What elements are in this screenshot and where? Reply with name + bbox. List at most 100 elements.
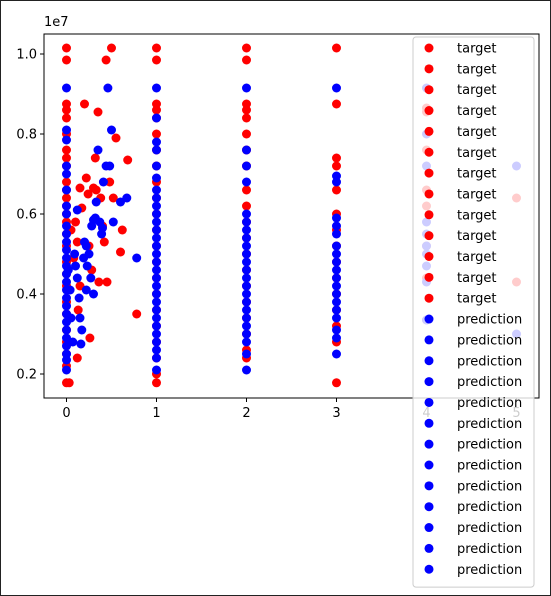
target-point <box>73 305 83 315</box>
target-point <box>83 189 93 199</box>
prediction-point <box>62 169 71 179</box>
target-point <box>242 55 251 65</box>
target-point <box>94 277 104 287</box>
prediction-point <box>152 321 161 331</box>
y-tick-label: 0.4 <box>16 288 37 303</box>
target-point <box>62 113 71 123</box>
prediction-point <box>84 249 94 259</box>
legend-marker <box>424 189 434 199</box>
prediction-point <box>62 293 71 303</box>
legend-label: target <box>457 146 497 161</box>
legend-label: prediction <box>457 354 522 369</box>
prediction-point <box>152 83 161 93</box>
target-point <box>62 55 71 65</box>
legend-marker <box>424 418 434 428</box>
target-point <box>242 105 251 115</box>
legend-label: target <box>457 271 497 286</box>
prediction-point <box>152 345 161 355</box>
prediction-point <box>74 293 84 303</box>
prediction-point <box>62 253 71 263</box>
prediction-point <box>86 273 96 283</box>
prediction-point <box>242 337 251 347</box>
target-point <box>332 43 341 53</box>
y-tick-label: 0.6 <box>16 208 37 223</box>
legend-label: target <box>457 187 497 202</box>
prediction-point <box>242 365 251 375</box>
prediction-point <box>152 329 161 339</box>
target-point <box>93 107 103 117</box>
x-tick-label: 1 <box>152 406 160 421</box>
target-point <box>81 173 91 183</box>
prediction-point <box>152 161 161 171</box>
target-point <box>91 185 101 195</box>
legend-label: prediction <box>457 375 522 390</box>
x-tick-label: 0 <box>62 406 70 421</box>
prediction-point <box>103 83 113 93</box>
target-point <box>62 105 71 115</box>
prediction-point <box>332 349 341 359</box>
legend-marker <box>424 460 434 470</box>
prediction-point <box>332 257 341 267</box>
legend-marker <box>424 106 434 116</box>
prediction-point <box>98 177 108 187</box>
legend-marker <box>424 356 434 366</box>
prediction-point <box>62 135 71 145</box>
prediction-point <box>81 285 91 295</box>
legend-box <box>412 36 535 588</box>
prediction-point <box>62 83 71 93</box>
plot-frame <box>43 33 540 399</box>
target-point <box>90 153 100 163</box>
legend-label: target <box>457 42 497 57</box>
y-scale-label: 1e7 <box>44 15 69 30</box>
target-point <box>64 378 74 388</box>
prediction-point <box>242 225 251 235</box>
prediction-point <box>152 193 161 203</box>
legend-label: prediction <box>457 417 522 432</box>
prediction-point <box>332 229 341 239</box>
prediction-point <box>242 217 251 227</box>
prediction-point <box>66 313 76 323</box>
legend-label: prediction <box>457 459 522 474</box>
prediction-point <box>152 273 161 283</box>
prediction-point <box>332 241 341 251</box>
prediction-point <box>93 145 103 155</box>
prediction-point <box>242 313 251 323</box>
legend-marker <box>424 377 434 387</box>
legend-marker <box>424 335 434 345</box>
prediction-point <box>242 273 251 283</box>
target-point <box>152 129 161 139</box>
prediction-point <box>332 297 341 307</box>
legend-label: target <box>457 104 497 119</box>
prediction-point <box>65 285 75 295</box>
legend-label: target <box>457 83 497 98</box>
prediction-point <box>152 265 161 275</box>
prediction-point <box>242 265 251 275</box>
legend-marker <box>424 43 434 53</box>
prediction-point <box>152 313 161 323</box>
prediction-point <box>242 305 251 315</box>
prediction-point <box>152 241 161 251</box>
prediction-point <box>75 313 85 323</box>
legend-marker <box>424 252 434 261</box>
prediction-point <box>332 281 341 291</box>
prediction-point <box>105 161 115 171</box>
legend-marker <box>424 564 434 574</box>
prediction-point <box>152 217 161 227</box>
target-point <box>332 185 341 195</box>
prediction-point <box>242 329 251 339</box>
target-point <box>107 43 116 53</box>
prediction-point <box>152 281 161 291</box>
prediction-point <box>152 173 161 183</box>
prediction-point <box>242 249 251 259</box>
prediction-point <box>332 333 341 343</box>
legend-label: prediction <box>457 521 522 536</box>
target-point <box>72 237 82 247</box>
legend-marker <box>424 523 434 533</box>
prediction-point <box>108 217 118 227</box>
legend-label: prediction <box>457 500 522 515</box>
target-point <box>71 217 80 227</box>
legend: target target target target target target targ… <box>412 36 535 588</box>
legend-marker <box>424 147 434 157</box>
target-point <box>85 333 95 343</box>
